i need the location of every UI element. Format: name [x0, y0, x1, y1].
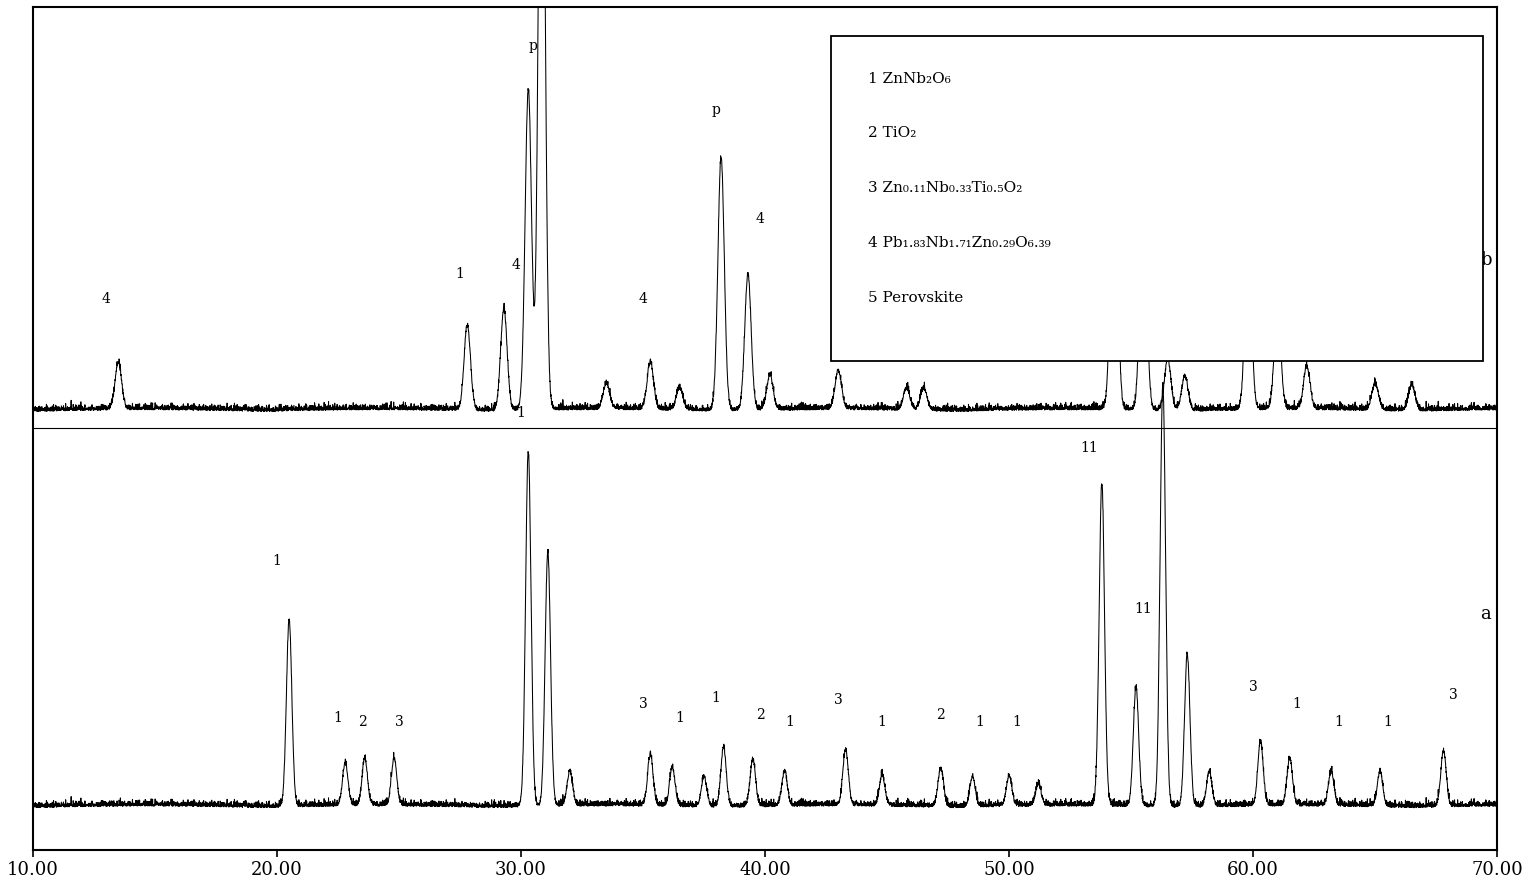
Text: 4: 4 — [101, 292, 110, 307]
Text: 1: 1 — [1011, 715, 1021, 729]
Text: 1: 1 — [334, 711, 343, 725]
Text: 2 TiO₂: 2 TiO₂ — [868, 127, 916, 140]
Text: 1: 1 — [675, 711, 684, 725]
Text: 5 Perovskite: 5 Perovskite — [868, 291, 962, 305]
Text: 1: 1 — [1293, 697, 1302, 711]
Text: p: p — [834, 290, 843, 304]
Text: 4: 4 — [511, 259, 520, 273]
Text: 1: 1 — [272, 554, 282, 568]
Text: 2: 2 — [936, 708, 946, 722]
Text: 11: 11 — [1134, 602, 1152, 616]
Text: 2: 2 — [358, 715, 367, 729]
Text: 3: 3 — [395, 715, 404, 729]
Text: 3: 3 — [1449, 688, 1458, 703]
Text: 4: 4 — [638, 292, 647, 307]
Text: 4: 4 — [907, 292, 916, 307]
FancyBboxPatch shape — [831, 36, 1483, 361]
Text: 3: 3 — [1248, 680, 1258, 694]
Text: a: a — [1480, 605, 1490, 623]
Text: 1: 1 — [975, 715, 984, 729]
Text: 3 Zn₀.₁₁Nb₀.₃₃Ti₀.₅O₂: 3 Zn₀.₁₁Nb₀.₃₃Ti₀.₅O₂ — [868, 182, 1022, 195]
Text: p: p — [711, 103, 721, 117]
Text: 4: 4 — [1278, 187, 1287, 201]
Text: p: p — [1102, 35, 1111, 49]
Text: p: p — [1146, 124, 1155, 137]
Text: 3: 3 — [638, 697, 647, 711]
Text: 4: 4 — [1310, 245, 1319, 260]
Text: p: p — [1239, 183, 1248, 197]
Text: 4: 4 — [756, 212, 765, 226]
Text: b: b — [1480, 251, 1492, 268]
Text: 4 Pb₁.₈₃Nb₁.₇₁Zn₀.₂₉O₆.₃₉: 4 Pb₁.₈₃Nb₁.₇₁Zn₀.₂₉O₆.₃₉ — [868, 236, 1050, 250]
Text: 1: 1 — [456, 267, 465, 281]
Text: 3: 3 — [834, 693, 843, 707]
Text: 1: 1 — [1334, 715, 1343, 729]
Text: 1 ZnNb₂O₆: 1 ZnNb₂O₆ — [868, 72, 950, 86]
Text: 1: 1 — [785, 715, 794, 729]
Text: 11: 11 — [1080, 441, 1099, 455]
Text: 1: 1 — [517, 406, 525, 420]
Text: 1: 1 — [711, 691, 721, 705]
Text: 2: 2 — [756, 708, 765, 722]
Text: p: p — [529, 39, 537, 53]
Text: 1: 1 — [1383, 715, 1392, 729]
Text: 1: 1 — [878, 715, 886, 729]
